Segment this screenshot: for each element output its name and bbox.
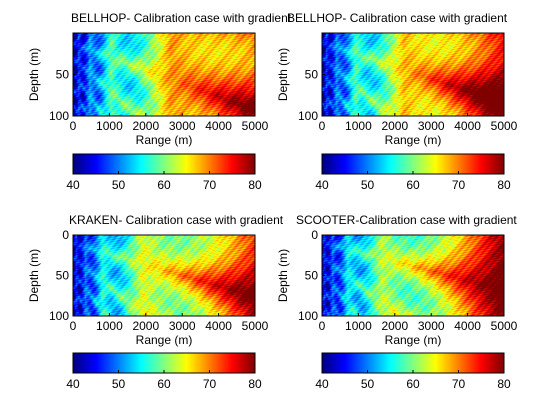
x-axis-label: Range (m): [385, 133, 442, 147]
y-tick-label: 50: [56, 68, 70, 82]
y-tick-label: 100: [298, 109, 318, 123]
heatmap-field: [73, 235, 255, 316]
panel-title: BELLHOP- Calibration case with gradient: [287, 11, 508, 25]
x-tick-label: 5000: [491, 319, 518, 333]
x-tick-label: 5000: [242, 319, 269, 333]
y-tick-label: 100: [49, 309, 69, 323]
y-tick-label: 100: [49, 109, 69, 123]
colorbar-tick-label: 60: [157, 377, 171, 391]
y-tick-label: 50: [305, 269, 319, 283]
panel-title: SCOOTER-Calibration case with gradient: [296, 213, 517, 227]
x-tick-label: 4000: [454, 119, 481, 133]
x-tick-label: 2000: [132, 319, 159, 333]
y-tick-label: 50: [305, 68, 319, 82]
x-tick-label: 4000: [454, 319, 481, 333]
x-tick-label: 4000: [205, 119, 232, 133]
y-tick-label: 50: [56, 269, 70, 283]
x-axis-label: Range (m): [136, 133, 193, 147]
panel-title: BELLHOP- Calibration case with gradient: [71, 11, 292, 25]
x-tick-label: 4000: [205, 319, 232, 333]
colorbar-tick-label: 70: [203, 377, 217, 391]
x-tick-label: 5000: [491, 119, 518, 133]
x-tick-label: 2000: [381, 319, 408, 333]
colorbar-tick-label: 80: [497, 377, 511, 391]
colorbar-tick-label: 70: [203, 178, 217, 192]
heatmap-field: [322, 235, 504, 316]
colorbar-tick-label: 80: [497, 178, 511, 192]
colorbar-tick-label: 50: [361, 178, 375, 192]
colorbar: [322, 353, 504, 373]
y-axis-label: Depth (m): [27, 48, 41, 101]
y-axis-label: Depth (m): [27, 249, 41, 302]
x-tick-label: 0: [319, 119, 326, 133]
y-axis-label: Depth (m): [276, 249, 290, 302]
x-axis-label: Range (m): [136, 333, 193, 347]
colorbar-tick-label: 50: [361, 377, 375, 391]
heatmap-field: [322, 33, 504, 116]
colorbar-tick-label: 60: [157, 178, 171, 192]
x-tick-label: 3000: [169, 319, 196, 333]
x-tick-label: 0: [319, 319, 326, 333]
x-tick-label: 5000: [242, 119, 269, 133]
y-tick-label: 0: [62, 228, 69, 242]
colorbar: [73, 154, 255, 174]
x-tick-label: 1000: [96, 319, 123, 333]
y-tick-label: 100: [298, 309, 318, 323]
panel-title: KRAKEN- Calibration case with gradient: [69, 213, 284, 227]
colorbar-tick-label: 40: [315, 377, 329, 391]
x-tick-label: 3000: [418, 119, 445, 133]
x-tick-label: 1000: [345, 319, 372, 333]
colorbar: [73, 353, 255, 373]
colorbar-tick-label: 70: [452, 377, 466, 391]
panel-2: BELLHOP- Calibration case with gradient 0…: [276, 11, 518, 192]
x-axis-label: Range (m): [385, 333, 442, 347]
colorbar-tick-label: 40: [315, 178, 329, 192]
x-tick-label: 3000: [418, 319, 445, 333]
colorbar-tick-label: 80: [248, 178, 262, 192]
y-axis-label: Depth (m): [276, 48, 290, 101]
colorbar-tick-label: 80: [248, 377, 262, 391]
x-tick-label: 1000: [345, 119, 372, 133]
y-tick-label: 0: [311, 228, 318, 242]
colorbar-tick-label: 60: [406, 377, 420, 391]
x-tick-label: 1000: [96, 119, 123, 133]
colorbar-tick-label: 40: [66, 178, 80, 192]
x-tick-label: 2000: [381, 119, 408, 133]
x-tick-label: 0: [70, 119, 77, 133]
x-tick-label: 3000: [169, 119, 196, 133]
colorbar-tick-label: 70: [452, 178, 466, 192]
colorbar-tick-label: 40: [66, 377, 80, 391]
heatmap-field: [73, 33, 255, 116]
panel-1: BELLHOP- Calibration case with gradient 0…: [27, 11, 292, 192]
colorbar-tick-label: 50: [112, 178, 126, 192]
colorbar-tick-label: 60: [406, 178, 420, 192]
x-tick-label: 2000: [132, 119, 159, 133]
colorbar-tick-label: 50: [112, 377, 126, 391]
x-tick-label: 0: [70, 319, 77, 333]
colorbar: [322, 154, 504, 174]
